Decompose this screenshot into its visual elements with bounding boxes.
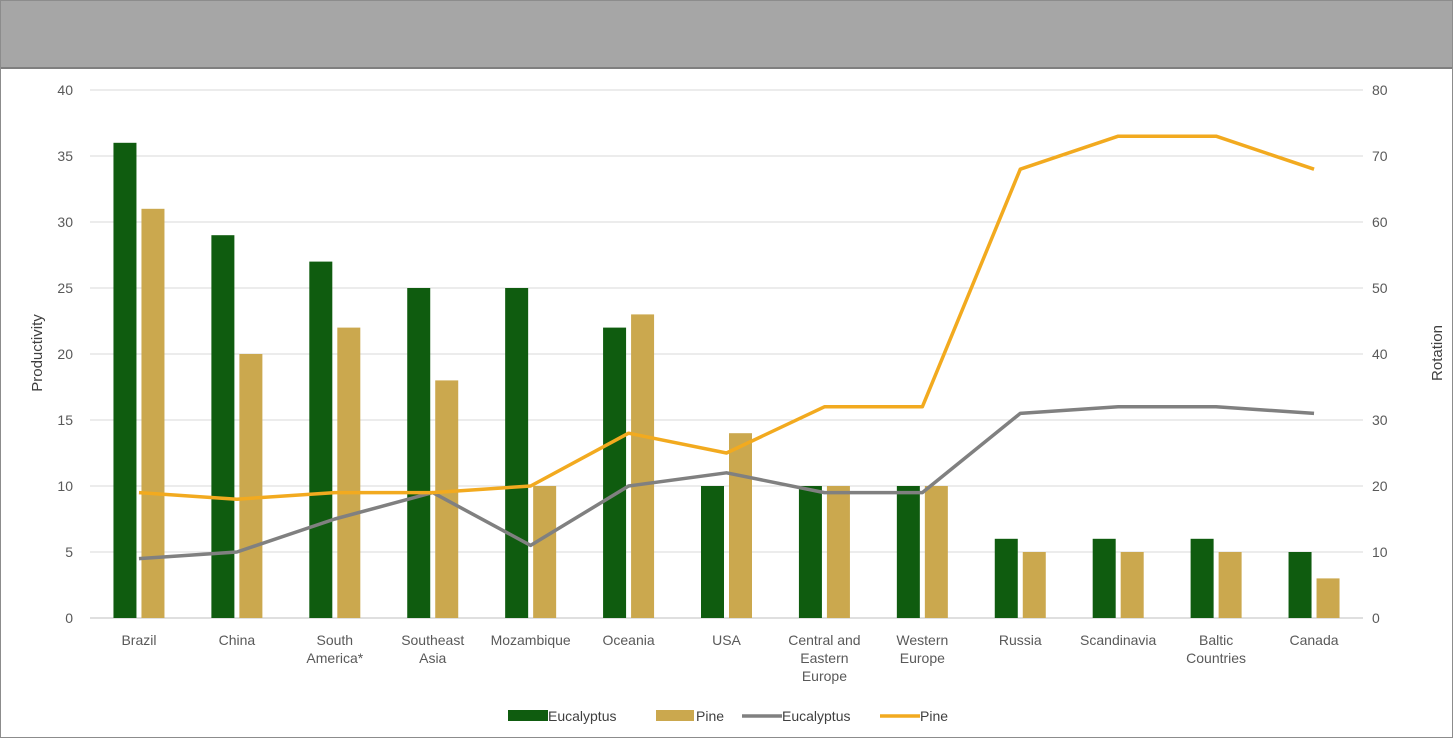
lines: [138, 134, 1315, 561]
y-tick-label: 10: [57, 478, 73, 494]
bar-pine: [1218, 552, 1242, 618]
bar-pine: [141, 208, 165, 619]
y2-axis-ticks: 0 10 20 30 40 50 60 70 80: [1372, 82, 1388, 626]
bar-pine: [729, 433, 752, 618]
bar-pine: [533, 486, 557, 618]
x-tick-label: Brazil: [121, 632, 156, 648]
bar-eucalyptus: [1288, 552, 1312, 618]
x-tick-label: Baltic Countries: [1186, 632, 1246, 666]
legend-label: Pine: [696, 708, 724, 724]
bar-eucalyptus: [1092, 538, 1116, 618]
x-axis-ticks: Brazil China South America* Southeast Asia Moz…: [121, 632, 1338, 684]
x-tick-label: Southeast Asia: [401, 632, 464, 666]
y-tick-label: 35: [57, 148, 73, 164]
y2-tick-label: 0: [1372, 610, 1380, 626]
x-tick-label: Central and Eastern Europe: [788, 632, 860, 684]
y-axis-ticks: 0 5 10 15 20 25 30 35 40: [57, 82, 73, 626]
bar-eucalyptus: [113, 142, 137, 619]
y-tick-label: 5: [65, 544, 73, 560]
y2-tick-label: 10: [1372, 544, 1388, 560]
bar-eucalyptus: [896, 486, 920, 618]
bar-pine: [826, 486, 850, 618]
bar-pine: [239, 354, 263, 618]
y2-tick-label: 20: [1372, 478, 1388, 494]
header-bar: [1, 1, 1452, 69]
y-tick-label: 25: [57, 280, 73, 296]
bar-eucalyptus: [701, 486, 724, 618]
y2-tick-label: 50: [1372, 280, 1388, 296]
x-tick-label: Russia: [999, 632, 1042, 648]
y2-tick-label: 30: [1372, 412, 1388, 428]
x-tick-label: South America*: [306, 632, 363, 666]
x-tick-label: Oceania: [602, 632, 654, 648]
y2-tick-label: 70: [1372, 148, 1388, 164]
bar-eucalyptus: [407, 288, 431, 618]
bar-pine: [924, 486, 948, 618]
x-tick-label: Mozambique: [491, 632, 571, 648]
bar-eucalyptus: [603, 327, 627, 618]
bar-eucalyptus: [994, 538, 1018, 618]
legend-label: Eucalyptus: [782, 708, 850, 724]
y2-axis-title: Rotation: [1429, 325, 1446, 381]
x-tick-label: China: [219, 632, 256, 648]
bar-pine: [1022, 552, 1046, 618]
bar-pine: [337, 327, 361, 618]
bar-eucalyptus: [505, 288, 529, 618]
gridlines: [90, 89, 1363, 619]
line-eucalyptus: [138, 405, 1315, 561]
y2-tick-label: 40: [1372, 346, 1388, 362]
bar-pine: [1316, 578, 1340, 618]
y2-tick-label: 60: [1372, 214, 1388, 230]
bar-eucalyptus: [211, 235, 235, 618]
legend-label: Pine: [920, 708, 948, 724]
bar-eucalyptus: [798, 486, 822, 618]
legend: Eucalyptus Pine Eucalyptus Pine: [508, 708, 948, 724]
legend-label: Eucalyptus: [548, 708, 616, 724]
bars: [113, 142, 1340, 619]
x-tick-label: Western Europe: [896, 632, 948, 666]
y2-tick-label: 80: [1372, 82, 1388, 98]
x-tick-label: Scandinavia: [1080, 632, 1156, 648]
bar-eucalyptus: [1190, 538, 1214, 618]
y-axis-title: Productivity: [29, 314, 46, 392]
bar-eucalyptus: [309, 261, 333, 618]
legend-swatch-bar: [508, 710, 548, 721]
y-tick-label: 20: [57, 346, 73, 362]
x-tick-label: USA: [712, 632, 741, 648]
y-tick-label: 15: [57, 412, 73, 428]
x-tick-label: Canada: [1290, 632, 1339, 648]
bar-pine: [1120, 552, 1144, 618]
legend-swatch-bar: [656, 710, 694, 721]
line-pine: [138, 134, 1315, 501]
y-tick-label: 30: [57, 214, 73, 230]
y-tick-label: 40: [57, 82, 73, 98]
y-tick-label: 0: [65, 610, 73, 626]
bar-pine: [631, 314, 655, 618]
